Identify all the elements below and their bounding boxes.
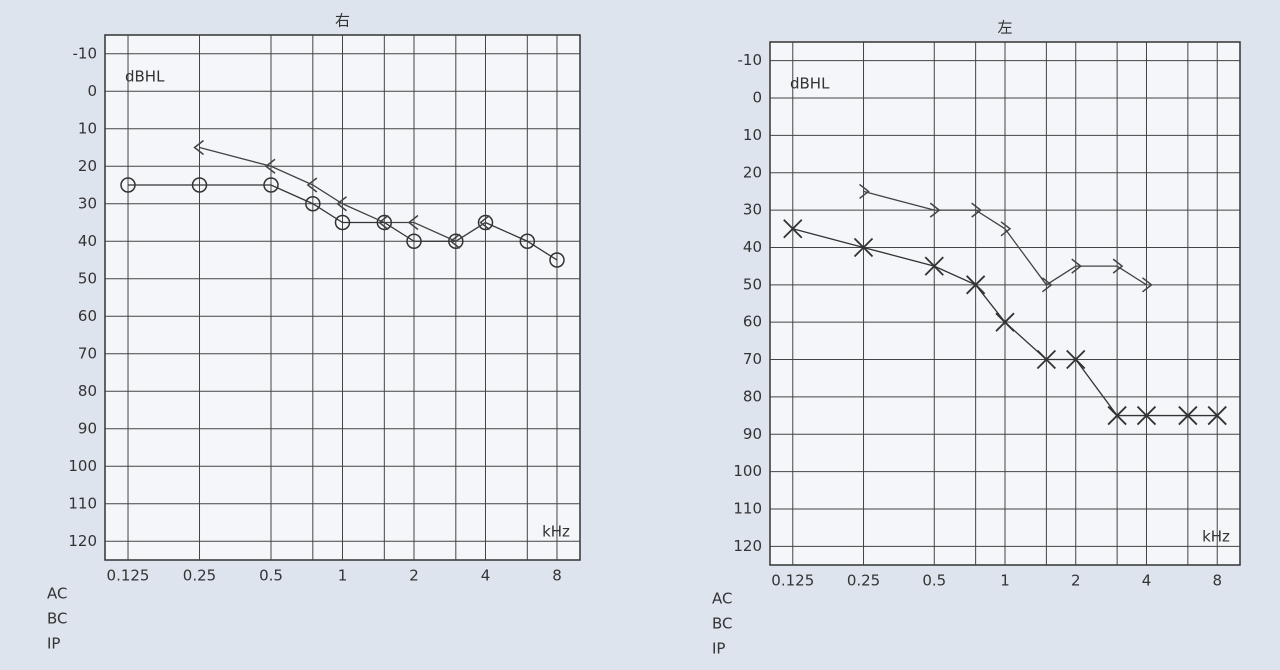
ac-marker [783,219,803,239]
x-tick-label: 0.5 [259,567,283,585]
series-name: BC [47,610,68,628]
y-tick-label: -10 [738,51,763,69]
annotation: IP [47,635,60,653]
bc-marker [859,183,870,200]
series-name: AC [47,585,67,603]
ac-marker [924,256,944,276]
ac-marker [1066,349,1086,370]
y-tick-label: -10 [73,44,98,62]
ac-marker [1107,405,1127,426]
bc-marker [306,177,318,193]
bc-marker [193,139,204,156]
y-tick-label: 120 [733,537,762,555]
bc-marker [1112,258,1124,274]
bc-marker [407,214,419,231]
bc-marker [336,196,347,212]
y-tick-label: 20 [78,157,97,175]
ac-marker [1207,405,1227,426]
y-tick-label: 10 [743,126,762,144]
chart-title: 右 [335,12,350,30]
y-tick-label: 70 [743,350,762,368]
x-tick-label: 8 [1212,572,1222,590]
y-tick-label: 60 [743,313,762,331]
x-tick-label: 0.25 [847,572,880,590]
ac-marker [549,252,565,268]
ac-marker [305,196,321,212]
audiogram: 右 -10 0 10 20 30 40 50 60 70 80 90 100 110 120 0.125 0.2… [47,12,581,653]
y-tick-label: 0 [752,89,762,107]
y-tick-label: 90 [743,425,762,443]
ac-marker [191,177,208,193]
y-tick-label: 110 [733,499,762,517]
ac-marker [263,177,279,193]
bc-marker [1041,277,1053,293]
ac-marker [1136,405,1157,426]
y-tick-label: 80 [78,382,97,400]
chart-title: 左 [997,19,1012,37]
ac-marker [1036,349,1057,370]
ac-marker [448,233,464,249]
y-tick-label: 50 [78,269,97,287]
y-tick-label: 40 [78,232,97,250]
ac-marker [1178,405,1198,426]
bc-marker [1000,221,1012,237]
x-tick-label: 4 [481,567,491,585]
x-tick-label: 0.125 [771,572,814,590]
y-tick-label: 10 [78,119,97,137]
y-tick-label: 90 [78,419,97,437]
y-tick-label: 100 [68,457,97,475]
y-tick-label: 120 [68,532,97,550]
bc-marker [929,202,941,218]
annotation: IP [712,640,725,658]
ac-marker [853,237,874,258]
y-tick-label: 20 [743,163,762,181]
x-tick-label: 2 [1071,572,1081,590]
y-tick-label: 100 [733,462,762,480]
ac-marker [519,233,536,249]
bc-marker [264,158,276,174]
x-tick-label: 1 [1000,572,1010,590]
y-tick-label: 80 [743,387,762,405]
y-tick-label: 70 [78,344,97,362]
ac-marker [477,214,494,231]
x-tick-label: 0.25 [183,567,216,585]
series-name: AC [712,590,732,608]
x-tick-label: 2 [409,567,419,585]
x-tick-label: 0.5 [922,572,946,590]
ac-marker [966,275,986,295]
x-tick-label: 1 [338,567,348,585]
series-line [199,146,486,242]
bc-marker [1071,258,1082,274]
audiogram: 左 -10 0 10 20 30 40 50 60 70 80 90 100 110 120 0.125 0.2… [712,19,1241,658]
ac-marker [406,233,422,249]
ac-marker [995,312,1015,332]
bc-marker [1142,277,1153,293]
y-tick-label: 30 [743,201,762,219]
y-tick-label: 110 [68,494,97,512]
ac-marker [334,214,351,231]
series-name: BC [712,615,733,633]
x-tick-label: 4 [1142,572,1152,590]
bc-marker [378,214,389,231]
y-tick-label: 50 [743,275,762,293]
y-tick-label: 0 [87,82,97,100]
y-tick-label: 40 [743,238,762,256]
series-line [863,190,1147,286]
y-axis-label: dBHL [125,68,165,86]
y-tick-label: 60 [78,307,97,325]
bc-marker [971,202,982,218]
ac-marker [120,177,136,193]
x-tick-label: 8 [552,567,562,585]
bc-marker [449,233,461,249]
bc-marker [479,214,490,231]
x-axis-label: kHz [542,523,570,541]
x-axis-label: kHz [1202,528,1230,546]
x-tick-label: 0.125 [107,567,150,585]
y-axis-label: dBHL [790,75,830,93]
y-tick-label: 30 [78,194,97,212]
